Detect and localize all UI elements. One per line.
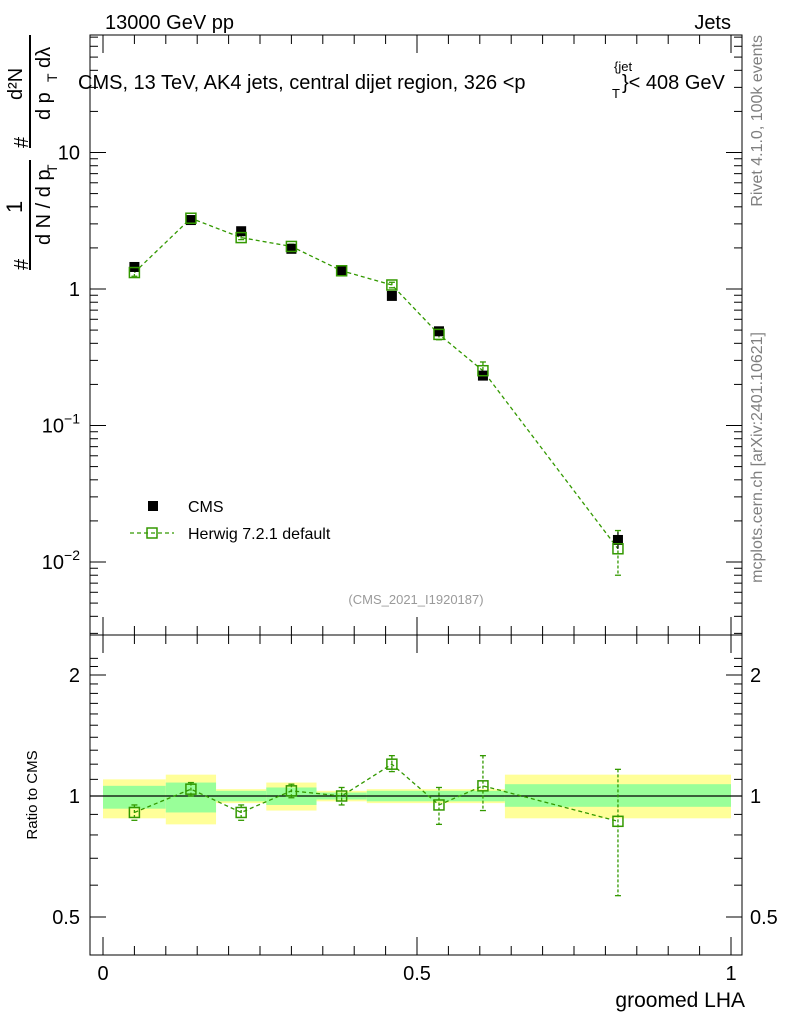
ratio-herwig-point [185, 783, 197, 795]
xtick-label-0: 0 [97, 963, 108, 985]
herwig-point [285, 240, 298, 253]
ylabel-hash2: # [11, 136, 33, 148]
ratio-herwig-point [477, 780, 489, 792]
ytick-label-1e-2-exp: −2 [64, 547, 80, 563]
ylabel-dN-dpT: d N / d p [33, 169, 55, 245]
ylabel-T2: T [44, 73, 60, 82]
ratio-herwig-point [386, 758, 398, 770]
herwig-point [235, 231, 247, 244]
legend-herwig-marker [146, 527, 158, 539]
ratio-ytick-label-0.5: 0.5 [52, 907, 80, 929]
main-ylabel: # 1 d N / d p T # d²N d p T dλ [2, 35, 60, 270]
plot-title: CMS, 13 TeV, AK4 jets, central dijet reg… [78, 59, 726, 101]
herwig-point [477, 364, 489, 377]
ratio-axes: 0 0.5 1 0.5 0.5 1 1 2 2 [52, 634, 778, 985]
ytick-label-1e-2-base: 10 [42, 552, 64, 574]
main-frame [89, 34, 743, 636]
ratio-herwig-point [285, 785, 298, 797]
legend-cms-marker [148, 501, 158, 511]
xtick-label-0.5: 0.5 [403, 963, 431, 985]
herwig-point [185, 212, 197, 224]
ylabel-dpT: d p [33, 92, 55, 120]
title-end: }< 408 GeV [622, 72, 726, 94]
title-part-main: CMS, 13 TeV, AK4 jets, central dijet reg… [78, 72, 526, 94]
ytick-label-1e-1-exp: −1 [64, 411, 80, 427]
title-sup: {jet [614, 59, 632, 74]
herwig-point [335, 265, 348, 277]
analysis-watermark: (CMS_2021_I1920187) [348, 592, 483, 607]
ylabel-hash1: # [11, 258, 33, 270]
xtick-label-1: 1 [725, 963, 736, 985]
ytick-label-1: 1 [69, 279, 80, 301]
ratio-ytick-label-1: 1 [69, 786, 80, 808]
ratio-herwig-line [134, 763, 619, 822]
x-axis-label: groomed LHA [615, 989, 745, 1012]
ratio-ytick-label-right-2: 2 [750, 665, 761, 687]
ytick-label-10: 10 [58, 143, 80, 165]
header-left: 13000 GeV pp [105, 12, 234, 34]
ratio-herwig-point [335, 790, 348, 802]
herwig-point [128, 266, 141, 279]
ylabel-one: 1 [2, 201, 27, 213]
ylabel-T1: T [44, 164, 60, 173]
herwig-point [612, 543, 624, 555]
herwig-point [386, 279, 398, 291]
herwig-point [433, 328, 445, 341]
ratio-frame [89, 634, 743, 956]
legend-cms-label: CMS [188, 499, 224, 516]
band-inner-0 [103, 785, 166, 809]
ratio-ytick-label-2: 2 [69, 665, 80, 687]
ylabel-dlambda: dλ [33, 47, 55, 68]
ratio-herwig-point [433, 799, 445, 811]
ratio-herwig-point [235, 806, 247, 819]
main-series [128, 212, 624, 576]
ylabel-d2N: d²N [5, 68, 27, 100]
ytick-label-1e-1: 10−1 [42, 411, 80, 438]
title-main: CMS, 13 TeV, AK4 jets, central dijet reg… [78, 72, 526, 94]
mcplots-label: mcplots.cern.ch [arXiv:2401.10621] [749, 332, 766, 583]
ytick-label-1e-1-base: 10 [42, 416, 64, 438]
title-sub: T [612, 86, 620, 101]
rivet-label: Rivet 4.1.0, 100k events [749, 35, 766, 207]
ratio-bands [103, 774, 731, 825]
legend-herwig-label: Herwig 7.2.1 default [188, 526, 331, 543]
header-right: Jets [694, 12, 731, 34]
ratio-ytick-label-right-0.5: 0.5 [750, 907, 778, 929]
ytick-label-1e-2: 10−2 [42, 547, 80, 574]
ratio-herwig-point [612, 815, 624, 828]
legend: CMS Herwig 7.2.1 default [130, 499, 331, 543]
ratio-ylabel: Ratio to CMS [24, 750, 41, 839]
ratio-herwig-point [128, 806, 141, 819]
ratio-series [128, 755, 624, 897]
ratio-ytick-label-right-1: 1 [750, 786, 761, 808]
